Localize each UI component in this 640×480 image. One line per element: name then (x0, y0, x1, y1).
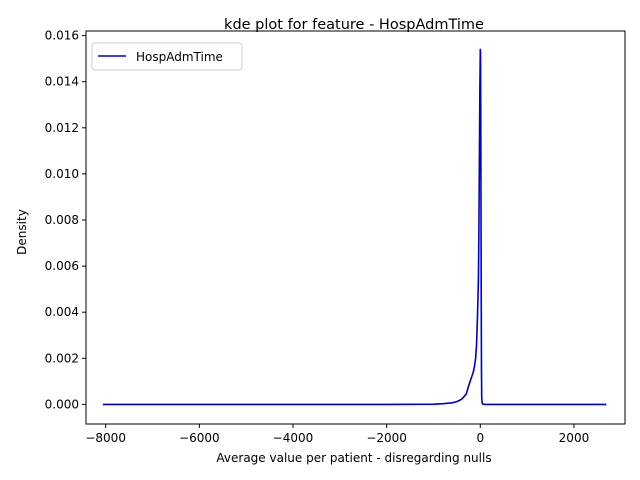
chart-title: kde plot for feature - HospAdmTime (224, 17, 484, 33)
plot-area (102, 48, 607, 406)
x-axis-label: Average value per patient - disregarding… (216, 451, 491, 465)
x-tick-label: −8000 (85, 431, 126, 445)
y-tick-label: 0.004 (45, 305, 79, 319)
x-tick-label: −2000 (366, 431, 407, 445)
y-tick-label: 0.006 (45, 259, 79, 273)
x-axis: −8000 −6000 −4000 −2000 0 2000 (85, 424, 589, 445)
y-axis: 0.000 0.002 0.004 0.006 0.008 0.010 0.012 0.014… (45, 29, 86, 411)
y-tick-label: 0.016 (45, 29, 79, 43)
legend: HospAdmTime (91, 42, 243, 71)
y-tick-label: 0.010 (45, 167, 79, 181)
x-tick-label: −6000 (179, 431, 220, 445)
y-tick-label: 0.000 (45, 397, 79, 411)
kde-series-line (102, 48, 607, 406)
x-tick-label: −4000 (273, 431, 314, 445)
y-tick-label: 0.012 (45, 121, 79, 135)
y-tick-label: 0.002 (45, 351, 79, 365)
y-tick-label: 0.014 (45, 75, 79, 89)
y-tick-label: 0.008 (45, 213, 79, 227)
axes-frame (85, 30, 626, 425)
legend-box (91, 42, 243, 71)
x-tick-label: 2000 (559, 431, 590, 445)
y-axis-label: Density (15, 209, 29, 255)
legend-label: HospAdmTime (136, 50, 223, 64)
x-tick-label: 0 (476, 431, 484, 445)
